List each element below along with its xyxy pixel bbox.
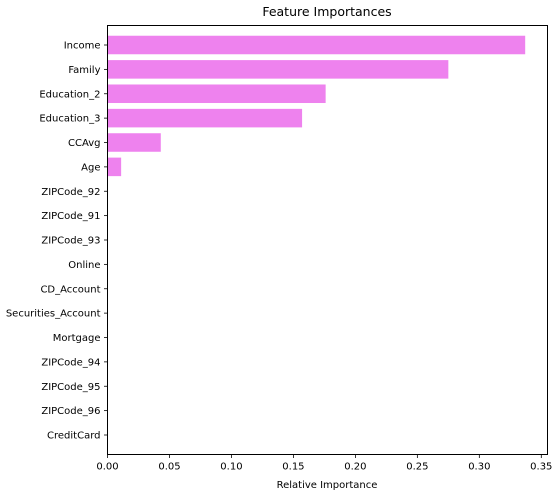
- y-tick-label: Education_3: [39, 114, 100, 125]
- y-tick-label: Education_2: [39, 89, 100, 100]
- x-tick-label: 0.05: [158, 462, 180, 473]
- bar-income: [107, 35, 526, 55]
- x-tick-label: 0.10: [220, 462, 242, 473]
- y-tick-label: ZIPCode_91: [41, 211, 100, 222]
- y-tick-label: Age: [81, 162, 100, 173]
- bar-family: [107, 60, 449, 79]
- y-tick-label: ZIPCode_94: [41, 357, 100, 368]
- y-tick-label: ZIPCode_95: [41, 382, 100, 393]
- y-tick-label: CD_Account: [40, 284, 100, 295]
- bars-layer: [107, 35, 526, 177]
- y-tick-label: Income: [64, 41, 101, 52]
- y-tick-label: ZIPCode_96: [41, 406, 100, 417]
- bar-education-2: [107, 84, 326, 104]
- y-tick-label: ZIPCode_93: [41, 236, 100, 247]
- plot-frame: [107, 25, 548, 455]
- bar-age: [107, 157, 122, 177]
- y-tick-label: CreditCard: [47, 431, 100, 442]
- y-tick-label: Family: [68, 65, 100, 76]
- x-tick-label: 0.15: [282, 462, 304, 473]
- x-tick-label: 0.25: [406, 462, 428, 473]
- y-ticks-layer: Income Family Education_2 Education_3 CCAvg A…: [6, 41, 108, 442]
- y-tick-label: Online: [68, 260, 100, 271]
- y-tick-label: CCAvg: [68, 138, 101, 149]
- x-tick-label: 0.30: [468, 462, 490, 473]
- y-tick-label: Securities_Account: [6, 309, 101, 320]
- x-ticks-layer: 0.00 0.05 0.10 0.15 0.20 0.25 0.30 0.35: [96, 454, 552, 473]
- y-tick-label: ZIPCode_92: [41, 187, 100, 198]
- x-tick-label: 0.35: [530, 462, 552, 473]
- y-tick-label: Mortgage: [53, 333, 101, 344]
- bar-education-3: [107, 108, 303, 128]
- chart-title: Feature Importances: [262, 4, 391, 19]
- x-tick-label: 0.20: [344, 462, 366, 473]
- x-tick-label: 0.00: [96, 462, 118, 473]
- x-axis-label: Relative Importance: [277, 480, 378, 491]
- bar-ccavg: [107, 133, 161, 152]
